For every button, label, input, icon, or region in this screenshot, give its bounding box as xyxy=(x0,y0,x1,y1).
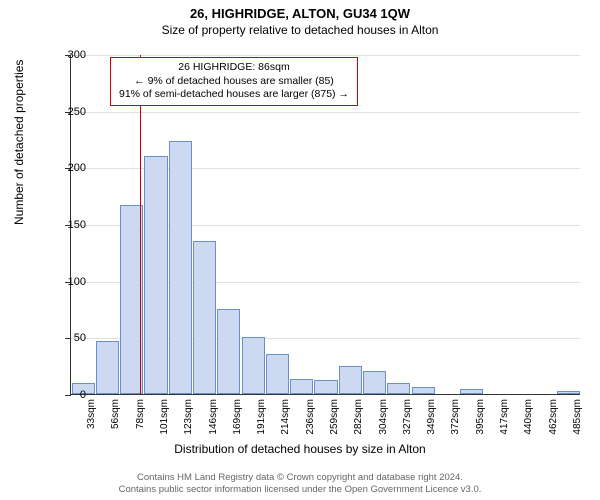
x-axis-label: Distribution of detached houses by size … xyxy=(0,442,600,456)
y-tick-label: 200 xyxy=(56,162,86,174)
chart-container: 26, HIGHRIDGE, ALTON, GU34 1QW Size of p… xyxy=(0,0,600,500)
x-tick-label: 417sqm xyxy=(499,399,510,435)
x-tick-label: 33sqm xyxy=(86,399,97,429)
y-axis-label: Number of detached properties xyxy=(12,60,26,225)
histogram-bar xyxy=(387,383,410,394)
x-tick-label: 327sqm xyxy=(402,399,413,435)
x-tick-label: 304sqm xyxy=(378,399,389,435)
annotation-line: ← 9% of detached houses are smaller (85) xyxy=(119,75,349,89)
annotation-box: 26 HIGHRIDGE: 86sqm← 9% of detached hous… xyxy=(110,57,358,106)
gridline xyxy=(71,55,580,56)
histogram-bar xyxy=(314,380,337,394)
y-tick-label: 250 xyxy=(56,106,86,118)
histogram-bar xyxy=(363,371,386,394)
histogram-bar xyxy=(266,354,289,394)
footer-attribution: Contains HM Land Registry data © Crown c… xyxy=(0,472,600,496)
x-tick-label: 191sqm xyxy=(256,399,267,435)
x-tick-label: 259sqm xyxy=(329,399,340,435)
histogram-bar xyxy=(169,141,192,394)
x-tick-label: 282sqm xyxy=(353,399,364,435)
y-tick-label: 50 xyxy=(56,332,86,344)
x-tick-label: 462sqm xyxy=(548,399,559,435)
histogram-bar xyxy=(217,309,240,394)
annotation-line: 91% of semi-detached houses are larger (… xyxy=(119,88,349,102)
chart-title: 26, HIGHRIDGE, ALTON, GU34 1QW xyxy=(0,0,600,21)
annotation-line: 26 HIGHRIDGE: 86sqm xyxy=(119,61,349,75)
gridline xyxy=(71,112,580,113)
histogram-bar xyxy=(557,391,580,394)
y-tick-label: 0 xyxy=(56,389,86,401)
y-tick-label: 150 xyxy=(56,219,86,231)
x-tick-label: 78sqm xyxy=(135,399,146,429)
histogram-bar xyxy=(193,241,216,394)
histogram-bar xyxy=(460,389,483,394)
x-tick-label: 214sqm xyxy=(280,399,291,435)
y-tick-label: 300 xyxy=(56,49,86,61)
x-tick-label: 485sqm xyxy=(572,399,583,435)
chart-subtitle: Size of property relative to detached ho… xyxy=(0,21,600,39)
footer-line-2: Contains public sector information licen… xyxy=(0,484,600,496)
plot-area xyxy=(70,55,580,395)
histogram-bar xyxy=(144,156,167,394)
histogram-bar xyxy=(290,379,313,394)
x-tick-label: 123sqm xyxy=(183,399,194,435)
x-tick-label: 56sqm xyxy=(110,399,121,429)
histogram-bar xyxy=(339,366,362,394)
histogram-bar xyxy=(412,387,435,394)
x-tick-label: 169sqm xyxy=(232,399,243,435)
x-tick-label: 395sqm xyxy=(475,399,486,435)
x-tick-label: 372sqm xyxy=(450,399,461,435)
x-tick-label: 236sqm xyxy=(305,399,316,435)
histogram-bar xyxy=(242,337,265,394)
x-tick-label: 349sqm xyxy=(426,399,437,435)
y-tick-label: 100 xyxy=(56,276,86,288)
x-tick-label: 146sqm xyxy=(208,399,219,435)
x-tick-label: 101sqm xyxy=(159,399,170,435)
histogram-bar xyxy=(96,341,119,394)
footer-line-1: Contains HM Land Registry data © Crown c… xyxy=(0,472,600,484)
x-tick-label: 440sqm xyxy=(523,399,534,435)
